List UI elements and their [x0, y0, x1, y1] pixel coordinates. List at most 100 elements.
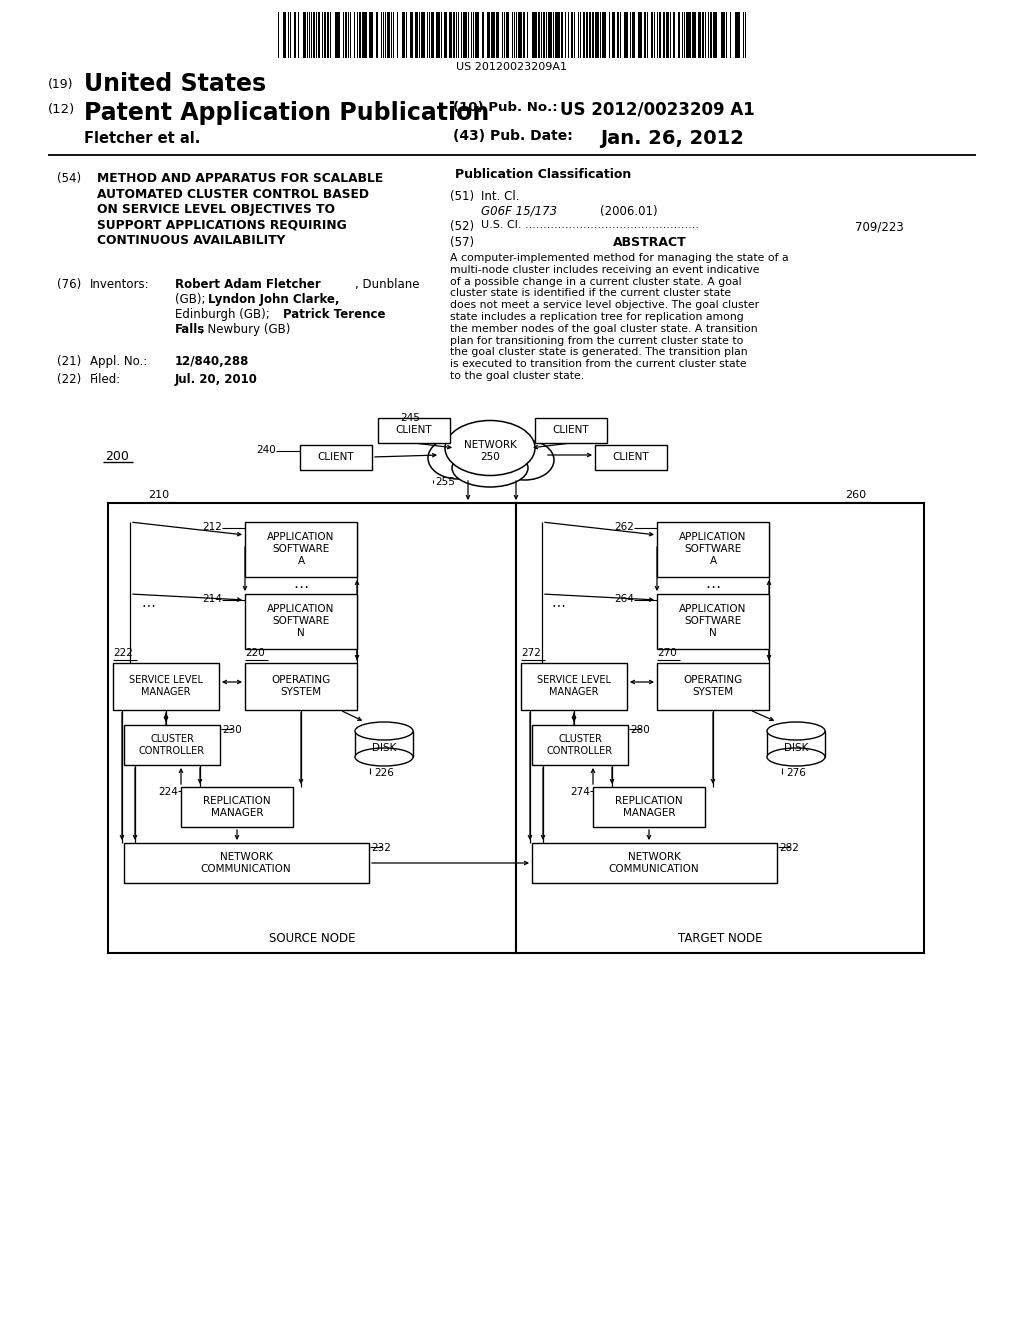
FancyBboxPatch shape — [496, 12, 499, 58]
FancyBboxPatch shape — [561, 12, 563, 58]
FancyBboxPatch shape — [378, 418, 450, 444]
Text: the goal cluster state is generated. The transition plan: the goal cluster state is generated. The… — [450, 347, 748, 358]
Ellipse shape — [496, 440, 554, 480]
Text: Edinburgh (GB);: Edinburgh (GB); — [175, 308, 273, 321]
FancyBboxPatch shape — [532, 12, 537, 58]
FancyBboxPatch shape — [387, 12, 390, 58]
Text: Lyndon John Clarke,: Lyndon John Clarke, — [208, 293, 340, 306]
Text: 255: 255 — [435, 477, 455, 487]
Text: SERVICE LEVEL
MANAGER: SERVICE LEVEL MANAGER — [537, 676, 611, 697]
Text: United States: United States — [84, 73, 266, 96]
Text: CLIENT: CLIENT — [612, 451, 649, 462]
Text: A computer-implemented method for managing the state of a: A computer-implemented method for managi… — [450, 253, 788, 263]
FancyBboxPatch shape — [767, 731, 825, 756]
Text: METHOD AND APPARATUS FOR SCALABLE: METHOD AND APPARATUS FOR SCALABLE — [97, 172, 383, 185]
Text: Jul. 20, 2010: Jul. 20, 2010 — [175, 374, 258, 385]
FancyBboxPatch shape — [355, 731, 413, 756]
FancyBboxPatch shape — [108, 503, 516, 953]
Text: (51): (51) — [450, 190, 474, 203]
Text: 232: 232 — [371, 843, 391, 853]
Text: of a possible change in a current cluster state. A goal: of a possible change in a current cluste… — [450, 277, 741, 286]
Text: 200: 200 — [105, 450, 129, 463]
Text: Falls: Falls — [175, 323, 205, 337]
Text: ⋯: ⋯ — [706, 579, 721, 594]
Text: (54): (54) — [57, 172, 81, 185]
FancyBboxPatch shape — [617, 12, 618, 58]
Text: state includes a replication tree for replication among: state includes a replication tree for re… — [450, 312, 743, 322]
Text: Robert Adam Fletcher: Robert Adam Fletcher — [175, 279, 321, 290]
FancyBboxPatch shape — [659, 12, 662, 58]
Text: SERVICE LEVEL
MANAGER: SERVICE LEVEL MANAGER — [129, 676, 203, 697]
FancyBboxPatch shape — [593, 787, 705, 828]
Text: the member nodes of the goal cluster state. A transition: the member nodes of the goal cluster sta… — [450, 323, 758, 334]
FancyBboxPatch shape — [124, 843, 369, 883]
Text: (76): (76) — [57, 279, 81, 290]
Text: CLIENT: CLIENT — [317, 451, 354, 462]
Text: Fletcher et al.: Fletcher et al. — [84, 131, 201, 147]
FancyBboxPatch shape — [436, 12, 440, 58]
FancyBboxPatch shape — [698, 12, 701, 58]
Text: AUTOMATED CLUSTER CONTROL BASED: AUTOMATED CLUSTER CONTROL BASED — [97, 187, 369, 201]
Text: Filed:: Filed: — [90, 374, 121, 385]
Text: APPLICATION
SOFTWARE
N: APPLICATION SOFTWARE N — [267, 605, 335, 638]
Text: U.S. Cl. ................................................: U.S. Cl. ...............................… — [481, 220, 699, 230]
Text: US 2012/0023209 A1: US 2012/0023209 A1 — [560, 102, 755, 119]
Text: 226: 226 — [374, 768, 394, 777]
Text: G06F 15/173: G06F 15/173 — [481, 205, 557, 218]
FancyBboxPatch shape — [294, 12, 296, 58]
FancyBboxPatch shape — [543, 12, 545, 58]
Text: 264: 264 — [614, 594, 634, 605]
Text: Publication Classification: Publication Classification — [455, 168, 631, 181]
Ellipse shape — [355, 722, 413, 741]
Text: Int. Cl.: Int. Cl. — [481, 190, 519, 203]
Text: NETWORK
COMMUNICATION: NETWORK COMMUNICATION — [608, 853, 699, 874]
Text: does not meet a service level objective. The goal cluster: does not meet a service level objective.… — [450, 300, 759, 310]
Text: NETWORK
COMMUNICATION: NETWORK COMMUNICATION — [201, 853, 291, 874]
Text: 220: 220 — [245, 648, 265, 657]
Text: 282: 282 — [779, 843, 799, 853]
Text: Patrick Terence: Patrick Terence — [283, 308, 385, 321]
Text: 274: 274 — [570, 787, 590, 797]
FancyBboxPatch shape — [602, 12, 606, 58]
FancyBboxPatch shape — [535, 418, 607, 444]
FancyBboxPatch shape — [444, 12, 447, 58]
Text: (19): (19) — [48, 78, 74, 91]
Text: APPLICATION
SOFTWARE
A: APPLICATION SOFTWARE A — [267, 532, 335, 565]
FancyBboxPatch shape — [431, 12, 434, 58]
Text: is executed to transition from the current cluster state: is executed to transition from the curre… — [450, 359, 746, 370]
Text: (12): (12) — [48, 103, 75, 116]
FancyBboxPatch shape — [113, 663, 219, 710]
Text: 262: 262 — [614, 521, 634, 532]
FancyBboxPatch shape — [324, 12, 326, 58]
FancyBboxPatch shape — [657, 663, 769, 710]
Text: APPLICATION
SOFTWARE
N: APPLICATION SOFTWARE N — [679, 605, 746, 638]
FancyBboxPatch shape — [532, 843, 777, 883]
FancyBboxPatch shape — [362, 12, 367, 58]
FancyBboxPatch shape — [300, 445, 372, 470]
FancyBboxPatch shape — [666, 12, 669, 58]
FancyBboxPatch shape — [710, 12, 712, 58]
Text: Inventors:: Inventors: — [90, 279, 150, 290]
Text: US 20120023209A1: US 20120023209A1 — [457, 62, 567, 73]
FancyBboxPatch shape — [410, 12, 413, 58]
Ellipse shape — [767, 748, 825, 766]
FancyBboxPatch shape — [555, 12, 560, 58]
Ellipse shape — [355, 748, 413, 766]
Text: ON SERVICE LEVEL OBJECTIVES TO: ON SERVICE LEVEL OBJECTIVES TO — [97, 203, 335, 216]
FancyBboxPatch shape — [327, 12, 329, 58]
FancyBboxPatch shape — [359, 12, 361, 58]
Text: multi-node cluster includes receiving an event indicative: multi-node cluster includes receiving an… — [450, 265, 760, 275]
Text: OPERATING
SYSTEM: OPERATING SYSTEM — [683, 676, 742, 697]
FancyBboxPatch shape — [673, 12, 675, 58]
FancyBboxPatch shape — [421, 12, 425, 58]
FancyBboxPatch shape — [345, 12, 347, 58]
Text: 224: 224 — [158, 787, 178, 797]
Text: , Newbury (GB): , Newbury (GB) — [200, 323, 291, 337]
Text: Patent Application Publication: Patent Application Publication — [84, 102, 489, 125]
FancyBboxPatch shape — [181, 787, 293, 828]
FancyBboxPatch shape — [713, 12, 717, 58]
FancyBboxPatch shape — [313, 12, 315, 58]
Text: to the goal cluster state.: to the goal cluster state. — [450, 371, 584, 381]
Text: 240: 240 — [256, 445, 276, 455]
FancyBboxPatch shape — [632, 12, 635, 58]
